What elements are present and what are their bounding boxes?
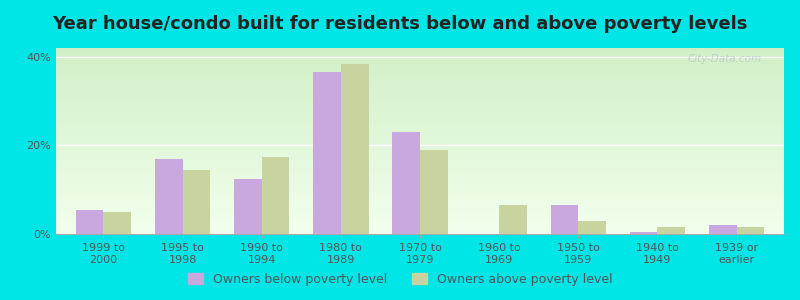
Bar (737, 227, 764, 234)
Bar (341, 64, 369, 234)
Bar (313, 72, 341, 234)
Legend: Owners below poverty level, Owners above poverty level: Owners below poverty level, Owners above… (182, 268, 618, 291)
Bar (234, 178, 262, 234)
Bar (76, 210, 103, 234)
Bar (392, 132, 420, 234)
Bar (420, 150, 448, 234)
Bar (499, 205, 527, 234)
Bar (630, 232, 658, 234)
Bar (103, 212, 131, 234)
Text: Year house/condo built for residents below and above poverty levels: Year house/condo built for residents bel… (52, 15, 748, 33)
Bar (709, 225, 737, 234)
Bar (182, 170, 210, 234)
Text: City-Data.com: City-Data.com (688, 54, 762, 64)
Bar (658, 227, 685, 234)
Bar (550, 205, 578, 234)
Bar (155, 159, 182, 234)
Bar (262, 157, 290, 234)
Bar (578, 221, 606, 234)
